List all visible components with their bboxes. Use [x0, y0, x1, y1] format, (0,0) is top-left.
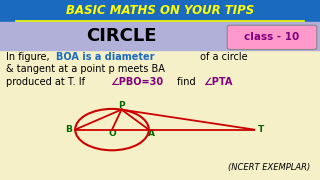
Text: B: B: [65, 125, 72, 134]
Text: O: O: [108, 129, 116, 138]
Text: produced at T. If: produced at T. If: [6, 77, 89, 87]
Text: ∠PBO=30: ∠PBO=30: [110, 77, 164, 87]
Text: CIRCLE: CIRCLE: [86, 27, 157, 45]
Text: In figure,: In figure,: [6, 52, 53, 62]
Text: BASIC MATHS ON YOUR TIPS: BASIC MATHS ON YOUR TIPS: [66, 4, 254, 17]
Bar: [0, 0, 320, 22]
Text: class - 10: class - 10: [244, 32, 300, 42]
Text: (NCERT EXEMPLAR): (NCERT EXEMPLAR): [228, 163, 310, 172]
Text: T: T: [258, 125, 264, 134]
Text: & tangent at a point p meets BA: & tangent at a point p meets BA: [6, 64, 165, 74]
Text: BOA is a diameter: BOA is a diameter: [56, 52, 155, 62]
Text: find: find: [174, 77, 199, 87]
Bar: [0, 22, 320, 50]
Text: P: P: [118, 101, 125, 110]
Text: of a circle: of a circle: [197, 52, 247, 62]
Text: A: A: [148, 129, 155, 138]
Text: ∠PTA: ∠PTA: [203, 77, 233, 87]
FancyBboxPatch shape: [227, 25, 317, 50]
